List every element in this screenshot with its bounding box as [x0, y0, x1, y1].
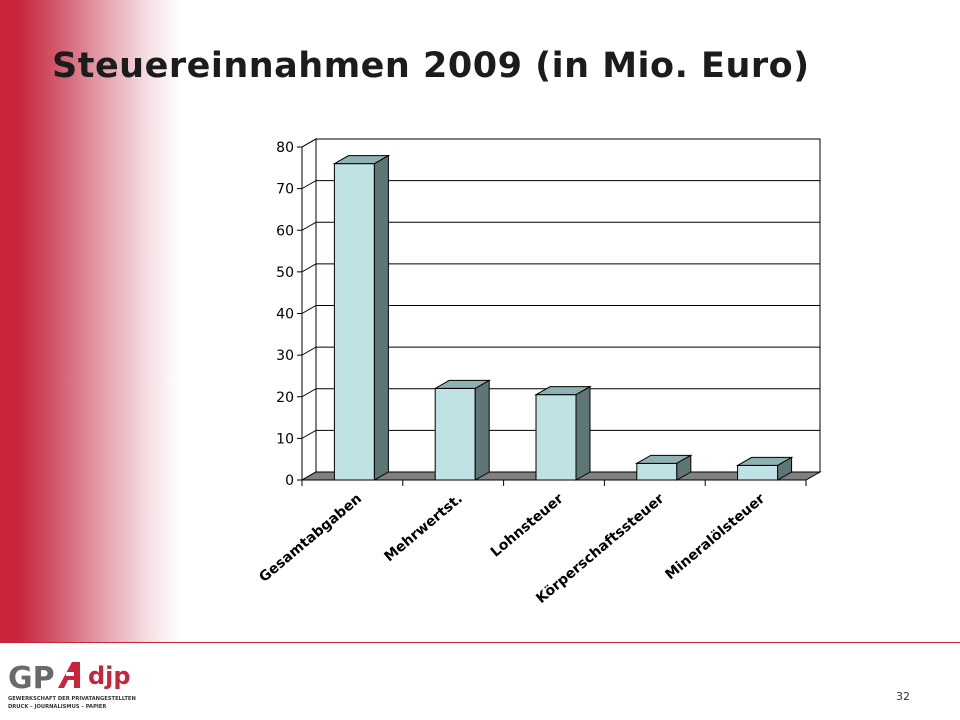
gridline [301, 263, 820, 273]
gridline [301, 388, 820, 398]
slide-title: Steuereinnahmen 2009 (in Mio. Euro) [52, 46, 810, 86]
y-tick-label: 10 [276, 431, 294, 447]
y-tick-label: 70 [276, 182, 294, 198]
gridline [301, 429, 820, 439]
bar-Lohnsteuer [535, 394, 577, 481]
bar-Mineralölsteuer [737, 464, 779, 481]
y-tick-label: 20 [276, 390, 294, 406]
gridline [301, 138, 820, 148]
bar-Mehrwertst. [434, 387, 476, 481]
y-tick-label: 80 [276, 140, 294, 156]
x-tick-label: Mineralölsteuer [662, 491, 768, 583]
page-number: 32 [896, 690, 910, 703]
logo-tagline-1: GEWERKSCHAFT DER PRIVATANGESTELLTEN [8, 696, 136, 702]
y-tick-label: 30 [276, 348, 294, 364]
bar-chart: 0 10 20 30 40 50 60 70 80 Gesamtabgaben Mehrwertst… [256, 138, 822, 607]
gpa-djp-logo: GP djp GEWERKSCHAFT DER PRIVATANGESTELLT… [8, 661, 136, 710]
bar-Gesamtabgaben [333, 163, 375, 481]
y-tick-label: 60 [276, 223, 294, 239]
bar-side [676, 454, 692, 481]
y-tick-label: 40 [276, 307, 294, 323]
gridline [301, 180, 820, 190]
bar-Körperschaftssteuer [636, 462, 678, 481]
logo-djp-text: djp [88, 662, 131, 690]
y-tick-label: 50 [276, 265, 294, 281]
bar-side [373, 154, 389, 481]
gridline [301, 221, 820, 231]
side-gradient-decoration [0, 0, 180, 642]
bar-side [575, 385, 591, 481]
bar-side [474, 379, 490, 481]
footer-divider [0, 642, 960, 643]
gridline [301, 305, 820, 314]
x-tick-label: Mehrwertst. [381, 491, 465, 565]
logo-tagline-2: DRUCK – JOURNALISMUS – PAPIER [8, 704, 106, 710]
x-tick-label: Lohnsteuer [488, 491, 567, 561]
logo-gpa-text: GP [8, 661, 55, 696]
y-tick-label: 0 [285, 473, 294, 489]
gridline [301, 346, 820, 356]
bar-side [777, 456, 793, 481]
x-tick-label: Gesamtabgaben [256, 491, 365, 586]
